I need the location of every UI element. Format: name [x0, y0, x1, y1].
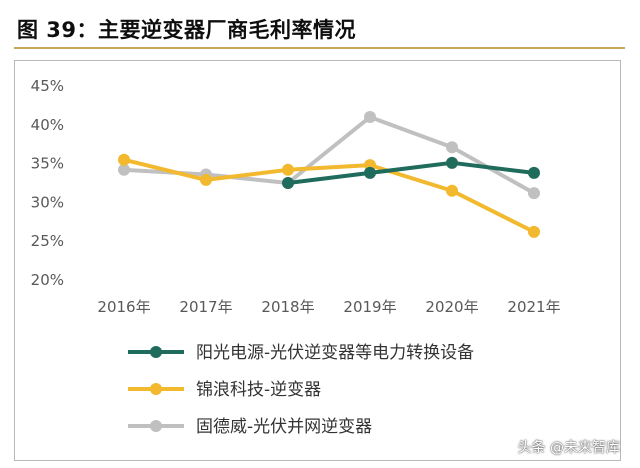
data-point: [282, 163, 294, 176]
data-point: [364, 111, 376, 124]
title-divider: [14, 47, 625, 49]
series-line: [122, 157, 536, 234]
legend-label: 固德威-光伏并网逆变器: [196, 417, 372, 437]
x-tick-label: 2017年: [179, 298, 232, 316]
legend-item: 固德威-光伏并网逆变器: [128, 417, 372, 437]
data-point: [528, 187, 540, 200]
legend-label: 阳光电源-光伏逆变器等电力转换设备: [196, 343, 474, 363]
data-point: [200, 173, 212, 186]
y-tick-label: 30%: [31, 193, 64, 211]
legend-marker: [150, 346, 162, 358]
data-point: [446, 156, 458, 169]
data-point: [282, 177, 294, 189]
y-tick-label: 20%: [31, 271, 64, 289]
x-tick-label: 2019年: [343, 298, 396, 316]
watermark: 头条 @未来智库: [517, 440, 620, 456]
series-line: [286, 160, 536, 185]
series-2: [118, 153, 540, 238]
x-tick-label: 2018年: [261, 298, 314, 316]
data-point: [446, 141, 458, 154]
legend-marker: [150, 383, 162, 395]
data-point: [118, 153, 130, 166]
data-point: [118, 163, 130, 176]
series-3: [118, 111, 540, 200]
y-tick-label: 35%: [31, 155, 64, 173]
legend-marker: [150, 420, 162, 432]
x-tick-label: 2016年: [97, 298, 150, 316]
data-point: [446, 184, 458, 197]
series-layer: [118, 111, 540, 238]
legend-item: 阳光电源-光伏逆变器等电力转换设备: [128, 343, 474, 363]
x-tick-label: 2021年: [507, 298, 560, 316]
series-1: [282, 156, 540, 189]
y-tick-label: 45%: [31, 77, 64, 95]
data-point: [528, 225, 540, 238]
legend-label: 锦浪科技-逆变器: [196, 380, 321, 400]
chart-title: 图 39：主要逆变器厂商毛利率情况: [17, 18, 357, 42]
data-point: [364, 166, 376, 179]
x-tick-label: 2020年: [425, 298, 478, 316]
data-point: [528, 166, 540, 179]
series-line: [122, 115, 536, 196]
y-tick-label: 25%: [31, 232, 64, 250]
y-tick-label: 40%: [31, 116, 64, 134]
chart-frame: [14, 60, 621, 461]
y-axis: 20% 25% 30% 35% 40% 45%: [31, 77, 64, 289]
x-axis: 2016年 2017年 2018年 2019年 2020年 2021年: [97, 298, 560, 316]
legend-item: 锦浪科技-逆变器: [128, 380, 321, 400]
